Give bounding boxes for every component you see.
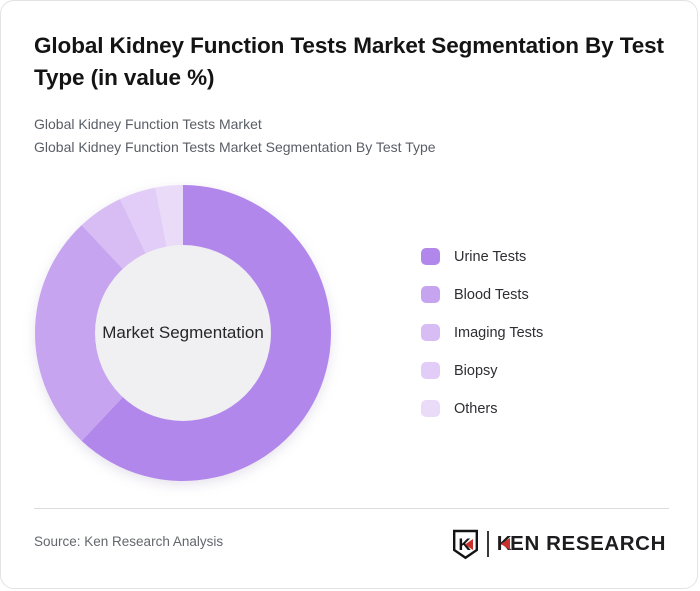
legend-item-biopsy[interactable]: Biopsy xyxy=(421,362,543,379)
chart-legend: Urine Tests Blood Tests Imaging Tests Biops… xyxy=(421,248,543,417)
legend-swatch xyxy=(421,400,440,417)
legend-label: Blood Tests xyxy=(454,286,529,303)
legend-swatch xyxy=(421,286,440,303)
logo-letters-rest: EN RESEARCH xyxy=(510,532,666,555)
legend-label: Imaging Tests xyxy=(454,324,544,341)
footer-divider xyxy=(34,508,669,509)
donut-center-circle xyxy=(95,245,271,421)
chart-subtitles: Global Kidney Function Tests Market Glob… xyxy=(34,113,436,159)
subtitle-line-2: Global Kidney Function Tests Market Segm… xyxy=(34,139,436,156)
legend-swatch xyxy=(421,362,440,379)
logo-red-triangle-icon xyxy=(501,538,511,550)
legend-label: Biopsy xyxy=(454,362,498,379)
page-title: Global Kidney Function Tests Market Segm… xyxy=(34,33,664,90)
source-text: Source: Ken Research Analysis xyxy=(34,534,224,549)
donut-chart xyxy=(33,183,333,483)
legend-label: Urine Tests xyxy=(454,248,527,265)
logo-wordmark: K EN RESEARCH xyxy=(497,532,666,556)
donut-svg xyxy=(34,185,332,481)
legend-item-urine-tests[interactable]: Urine Tests xyxy=(421,248,543,265)
logo-shield-icon: K xyxy=(452,529,478,559)
legend-item-blood-tests[interactable]: Blood Tests xyxy=(421,286,543,303)
legend-swatch xyxy=(421,324,440,341)
donut-center-label: Market Segmentation xyxy=(102,323,264,342)
logo-emblem-triangle-icon xyxy=(464,538,473,550)
ken-research-logo: K K EN RESEARCH xyxy=(452,528,666,560)
legend-item-others[interactable]: Others xyxy=(421,400,543,417)
legend-swatch xyxy=(421,248,440,265)
logo-divider xyxy=(486,531,489,557)
legend-label: Others xyxy=(454,400,498,417)
legend-item-imaging-tests[interactable]: Imaging Tests xyxy=(421,324,543,341)
subtitle-line-1: Global Kidney Function Tests Market xyxy=(34,116,262,132)
